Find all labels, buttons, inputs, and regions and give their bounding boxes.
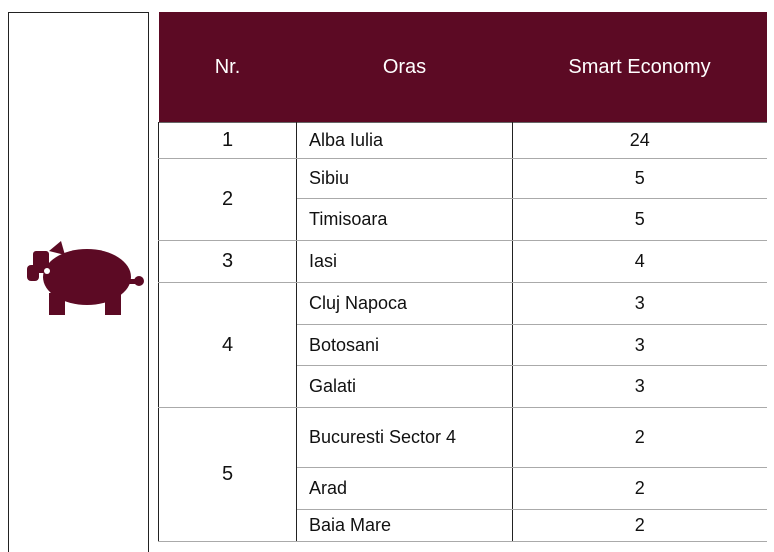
city-cell: Iasi [296, 240, 513, 283]
city-cell: Sibiu [296, 158, 513, 199]
rank-cell: 3 [158, 240, 297, 283]
city-cell: Bucuresti Sector 4 [296, 407, 513, 468]
ranking-table: Nr. Oras Smart Economy 1 Alba Iulia 24 2 Sibiu… [158, 12, 767, 542]
table-row: Botosani 3 [159, 324, 767, 366]
score-cell: 5 [512, 198, 767, 241]
score-cell: 5 [512, 158, 767, 199]
table-row: Baia Mare 2 [159, 509, 767, 542]
city-cell: Cluj Napoca [296, 282, 513, 325]
table-body: 1 Alba Iulia 24 2 Sibiu 5 Timisoara 5 3 Iasi 4 4 Clu… [158, 122, 767, 542]
score-cell: 3 [512, 324, 767, 366]
rank-cell: 4 [158, 282, 297, 408]
header-row: Nr. Oras Smart Economy [158, 12, 767, 123]
score-cell: 2 [512, 509, 767, 542]
city-cell: Alba Iulia [296, 122, 513, 159]
table-row: 1 Alba Iulia 24 [158, 122, 767, 159]
table-row: 3 Iasi 4 [158, 240, 767, 283]
score-cell: 24 [512, 122, 767, 159]
icon-panel [8, 12, 149, 552]
header-cell: Oras [296, 12, 513, 123]
city-cell: Arad [296, 467, 513, 510]
table-row: Timisoara 5 [159, 198, 767, 241]
table-row: Arad 2 [159, 467, 767, 510]
city-cell: Baia Mare [296, 509, 513, 542]
city-cell: Galati [296, 365, 513, 408]
table-row: Galati 3 [159, 365, 767, 408]
city-cell: Timisoara [296, 198, 513, 241]
table-row: 2 Sibiu 5 [158, 158, 767, 241]
score-cell: 2 [512, 407, 767, 468]
score-cell: 3 [512, 365, 767, 408]
header-cell: Nr. [158, 12, 297, 123]
table-row: 4 Cluj Napoca 3 [158, 282, 767, 408]
score-cell: 4 [512, 240, 767, 283]
header-cell: Smart Economy [512, 12, 767, 123]
rank-cell: 5 [158, 407, 297, 542]
rank-cell: 2 [158, 158, 297, 241]
score-cell: 2 [512, 467, 767, 510]
score-cell: 3 [512, 282, 767, 325]
rank-cell: 1 [158, 122, 297, 159]
city-cell: Botosani [296, 324, 513, 366]
pig-icon [27, 241, 144, 315]
